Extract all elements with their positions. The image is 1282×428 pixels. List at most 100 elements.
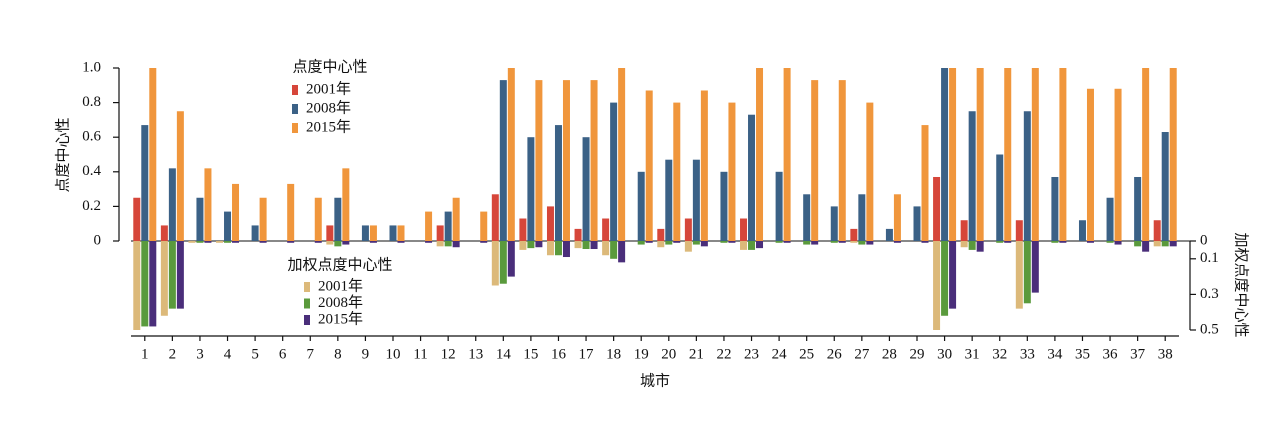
bar	[452, 197, 460, 241]
bar	[188, 241, 196, 243]
bar	[1059, 241, 1067, 243]
bar	[574, 228, 582, 241]
x-axis-label: 城市	[640, 372, 670, 389]
bar	[858, 241, 866, 245]
bar	[803, 194, 811, 241]
bar	[700, 241, 708, 247]
bar	[1153, 241, 1161, 247]
x-tick-label: 27	[854, 346, 870, 362]
bar	[224, 241, 232, 243]
bar	[259, 197, 267, 241]
bar	[1004, 68, 1012, 241]
bar	[637, 171, 645, 241]
bar	[728, 241, 736, 243]
bar	[326, 241, 334, 245]
x-tick-label: 16	[551, 346, 567, 362]
x-tick-label: 29	[910, 346, 925, 362]
bar	[314, 197, 322, 241]
legend-label: 2015年	[318, 310, 363, 327]
bar	[259, 241, 267, 243]
x-tick-label: 38	[1158, 346, 1173, 362]
legend-swatch	[304, 298, 310, 309]
bar	[176, 241, 184, 309]
x-tick-label: 21	[689, 346, 704, 362]
bar	[830, 241, 838, 243]
bar	[1086, 88, 1094, 241]
bar	[941, 241, 949, 316]
bar	[728, 102, 736, 241]
bar	[1153, 220, 1161, 241]
bar	[326, 225, 334, 241]
bar	[1161, 241, 1169, 247]
y-tick-label: 0.2	[82, 198, 101, 214]
x-tick-label: 31	[965, 346, 980, 362]
bar	[1086, 241, 1094, 243]
y-tick-label: 0.4	[82, 163, 101, 179]
bar	[1023, 241, 1031, 304]
bar	[893, 241, 901, 243]
bar	[756, 241, 764, 249]
legend-label: 2015年	[306, 118, 351, 135]
x-tick-label: 12	[441, 346, 456, 362]
y-tick-label: 0.6	[82, 129, 101, 145]
bar	[657, 241, 665, 248]
bar	[976, 68, 984, 241]
legend-swatch	[292, 123, 298, 133]
bar	[740, 241, 748, 250]
bar	[133, 241, 141, 330]
bar	[1161, 132, 1169, 241]
bar	[452, 241, 460, 248]
bar	[232, 183, 240, 241]
bar	[582, 241, 590, 250]
bar	[369, 225, 377, 241]
x-tick-label: 18	[606, 346, 621, 362]
bar	[949, 241, 957, 309]
bar	[1114, 241, 1122, 245]
bar	[204, 241, 212, 243]
bar	[885, 228, 893, 241]
bar	[196, 197, 204, 241]
x-tick-label: 24	[772, 346, 788, 362]
bar	[610, 102, 618, 241]
x-tick-label: 13	[468, 346, 483, 362]
bar	[1114, 88, 1122, 241]
bar	[160, 241, 168, 316]
bar	[176, 111, 184, 241]
bar	[838, 80, 846, 241]
bar	[546, 241, 554, 256]
x-tick-label: 7	[307, 346, 315, 362]
x-tick-label: 32	[992, 346, 1007, 362]
bar	[783, 241, 791, 243]
bar	[1059, 68, 1067, 241]
x-tick-label: 17	[579, 346, 595, 362]
bar	[149, 241, 157, 327]
bar	[1078, 220, 1086, 241]
bar	[590, 241, 598, 250]
bar	[527, 137, 535, 241]
bar	[700, 90, 708, 242]
bar	[546, 206, 554, 241]
legend-label: 2001年	[318, 277, 363, 294]
bar	[692, 159, 700, 241]
bar	[287, 183, 295, 241]
bar	[1004, 241, 1012, 243]
x-tick-label: 1	[141, 346, 149, 362]
bar	[618, 241, 626, 263]
bar	[756, 68, 764, 241]
bar	[610, 241, 618, 259]
y2-tick-label: 0.5	[1200, 321, 1219, 337]
bar	[1169, 68, 1177, 241]
bar	[535, 80, 543, 241]
x-tick-label: 37	[1130, 346, 1146, 362]
x-tick-label: 19	[634, 346, 649, 362]
legend-swatch	[292, 85, 298, 95]
bar	[858, 194, 866, 241]
legend-label: 2008年	[306, 99, 351, 116]
x-tick-label: 3	[196, 346, 204, 362]
bar	[850, 228, 858, 241]
bar	[775, 171, 783, 241]
bar	[1051, 176, 1059, 241]
bar	[160, 225, 168, 241]
bar	[141, 125, 149, 241]
bar	[499, 241, 507, 284]
